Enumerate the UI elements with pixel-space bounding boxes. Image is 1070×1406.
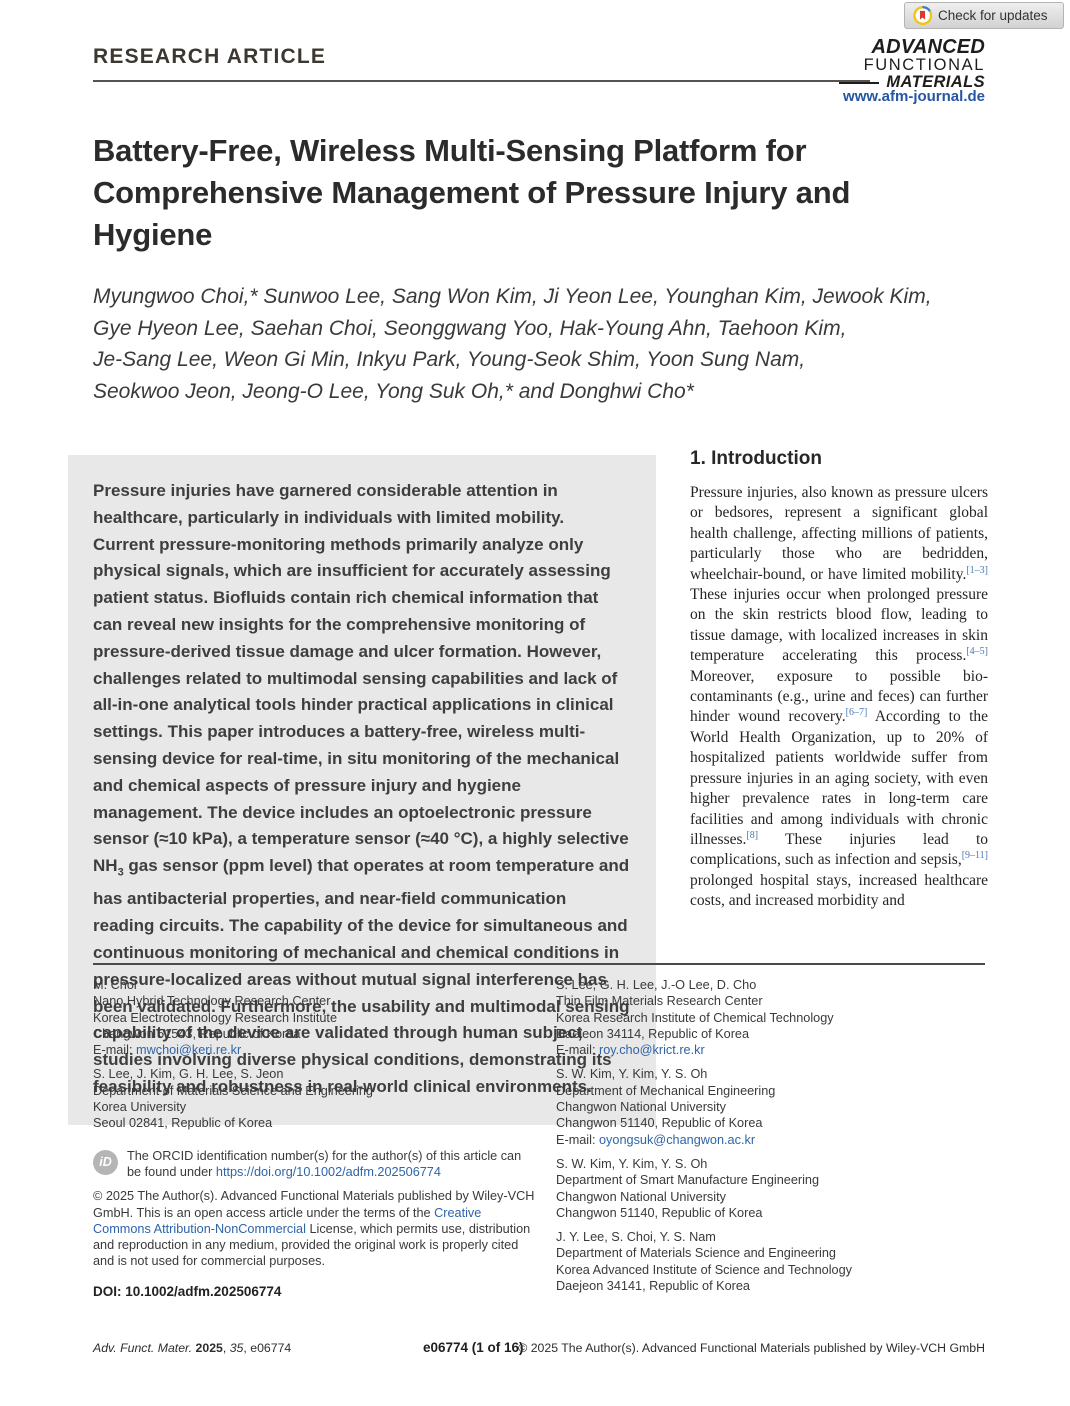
affiliation-line: Changwon 51140, Republic of Korea — [556, 1116, 763, 1131]
affiliation-line: Thin Film Materials Research Center — [556, 994, 763, 1009]
footnote-rule — [93, 963, 985, 965]
author-list: Myungwoo Choi,* Sunwoo Lee, Sang Won Kim… — [93, 285, 932, 403]
crossmark-icon — [913, 6, 932, 25]
affiliation-line: S. W. Kim, Y. Kim, Y. S. Oh — [556, 1067, 708, 1082]
logo-dash — [839, 81, 880, 84]
header-rule — [93, 80, 870, 82]
check-for-updates-label: Check for updates — [938, 8, 1048, 23]
orcid-icon: iD — [93, 1149, 118, 1175]
article-type-kicker: RESEARCH ARTICLE — [93, 45, 327, 68]
affiliation-line: Changwon National University — [556, 1189, 726, 1204]
journal-url-link[interactable]: www.afm-journal.de — [843, 88, 985, 105]
affiliation-line: Korea Advanced Institute of Science and … — [556, 1262, 853, 1277]
affiliation-line: Department of Smart Manufacture Engineer… — [556, 1173, 820, 1188]
email-link[interactable]: mwchoi@keri.re.kr — [136, 1043, 242, 1058]
check-for-updates-button[interactable]: Check for updates — [904, 2, 1064, 29]
affiliations-right-column: S. Lee, G. H. Lee, J.-O Lee, D. Cho Thin … — [556, 977, 990, 1302]
email-link[interactable]: roy.cho@krict.re.kr — [599, 1043, 705, 1058]
affiliation-line: Changwon National University — [556, 1100, 726, 1115]
orcid-note-text: The ORCID identification number(s) for t… — [127, 1148, 522, 1179]
logo-line-advanced: ADVANCED — [871, 36, 985, 58]
affiliation-line: Korea Electrotechnology Research Institu… — [93, 1010, 338, 1025]
journal-logo: ADVANCED FUNCTIONAL MATERIALS — [839, 37, 985, 91]
logo-line-functional: FUNCTIONAL — [863, 56, 985, 75]
email-link[interactable]: oyongsuk@changwon.ac.kr — [599, 1132, 756, 1147]
orcid-note: iD The ORCID identification number(s) fo… — [93, 1148, 541, 1181]
email-line: E-mail: roy.cho@krict.re.kr — [556, 1043, 705, 1058]
abstract-box: Pressure injuries have garnered consider… — [68, 455, 656, 1125]
introduction-heading: 1. Introduction — [690, 448, 822, 469]
doi-line: DOI: 10.1002/adfm.202506774 — [93, 1283, 282, 1299]
email-line: E-mail: oyongsuk@changwon.ac.kr — [556, 1132, 756, 1147]
affiliation-line: Department of Mechanical Engineering — [556, 1083, 776, 1098]
affiliation-line: Korea Research Institute of Chemical Tec… — [556, 1010, 834, 1025]
affiliation-line: Daejeon 34141, Republic of Korea — [556, 1279, 750, 1294]
citation-ref[interactable]: [1–3] — [966, 564, 988, 576]
affiliation-line: Seoul 02841, Republic of Korea — [93, 1116, 273, 1131]
hyperlink[interactable]: https://doi.org/10.1002/adfm.202506774 — [215, 1164, 441, 1179]
introduction-section: 1. Introduction Pressure injuries, also … — [690, 448, 988, 912]
page-title: Battery-Free, Wireless Multi-Sensing Pla… — [93, 133, 851, 252]
footer-copyright: © 2025 The Author(s). Advanced Functiona… — [518, 1341, 985, 1355]
affiliation-line: Department of Materials Science and Engi… — [93, 1083, 373, 1098]
affiliation-block: S. Lee, J. Kim, G. H. Lee, S. Jeon Depart… — [93, 1066, 541, 1131]
affiliation-line: Korea University — [93, 1100, 187, 1115]
introduction-paragraph: Pressure injuries, also known as pressur… — [690, 484, 989, 910]
affiliation-block: M. Choi Nano Hybrid Technology Research C… — [93, 977, 541, 1058]
affiliation-line: Changwon 51543, Republic of Korea — [93, 1026, 301, 1041]
affiliation-line: S. Lee, G. H. Lee, J.-O Lee, D. Cho — [556, 978, 757, 992]
affiliation-block: S. W. Kim, Y. Kim, Y. S. Oh Department of… — [556, 1066, 990, 1147]
citation-ref[interactable]: [8] — [746, 829, 759, 841]
footer-page-number: e06774 (1 of 16) — [423, 1340, 524, 1355]
copyright-note: © 2025 The Author(s). Advanced Functiona… — [93, 1189, 535, 1269]
affiliation-line: Daejeon 34114, Republic of Korea — [556, 1026, 750, 1041]
footer-citation: Adv. Funct. Mater. 2025, 35, e06774 — [93, 1341, 292, 1355]
affiliation-line: M. Choi — [93, 978, 137, 992]
email-line: E-mail: mwchoi@keri.re.kr — [93, 1043, 242, 1058]
affiliation-line: S. W. Kim, Y. Kim, Y. S. Oh — [556, 1156, 708, 1171]
hyperlink[interactable]: Creative Commons Attribution-NonCommerci… — [93, 1205, 482, 1236]
affiliations-left-column: M. Choi Nano Hybrid Technology Research C… — [93, 977, 541, 1300]
affiliation-line: J. Y. Lee, S. Choi, Y. S. Nam — [556, 1230, 716, 1245]
affiliation-line: S. Lee, J. Kim, G. H. Lee, S. Jeon — [93, 1067, 284, 1082]
affiliation-block: S. Lee, G. H. Lee, J.-O Lee, D. Cho Thin … — [556, 977, 990, 1058]
citation-ref[interactable]: [4–5] — [966, 646, 988, 658]
affiliation-line: Department of Materials Science and Engi… — [556, 1246, 836, 1261]
affiliation-line: Changwon 51140, Republic of Korea — [556, 1205, 763, 1220]
affiliation-block: J. Y. Lee, S. Choi, Y. S. Nam Department … — [556, 1229, 990, 1294]
citation-ref[interactable]: [9–11] — [961, 850, 988, 862]
affiliation-line: Nano Hybrid Technology Research Center — [93, 994, 331, 1009]
citation-ref[interactable]: [6–7] — [845, 707, 868, 719]
affiliation-block: S. W. Kim, Y. Kim, Y. S. Oh Department of… — [556, 1156, 990, 1221]
logo-line-materials: MATERIALS — [886, 73, 985, 92]
